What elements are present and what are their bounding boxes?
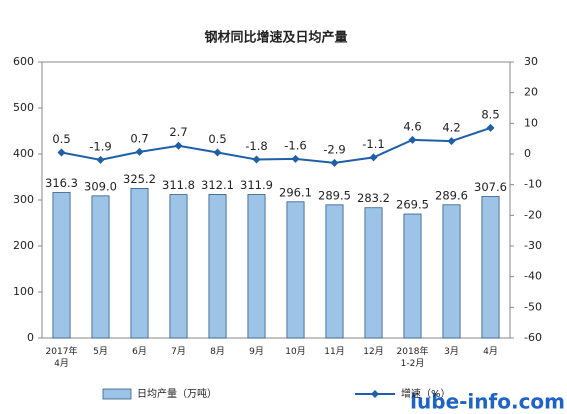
legend-marker <box>371 390 379 398</box>
line-marker <box>57 148 66 157</box>
y2-tick-label: -10 <box>524 178 542 191</box>
y2-tick-label: 20 <box>524 86 538 99</box>
bar <box>169 194 188 339</box>
bar <box>208 194 227 339</box>
y-tick-label: 200 <box>13 239 34 252</box>
line-value-label: 0.7 <box>130 131 148 145</box>
y-tick-label: 0 <box>27 331 34 344</box>
bar <box>286 201 305 339</box>
x-tick-label: 10月 <box>285 347 306 357</box>
line-value-label: 0.5 <box>208 132 226 146</box>
line-value-label: -1.6 <box>284 138 306 152</box>
x-tick-label: 3月 <box>444 347 459 357</box>
bar <box>247 194 266 339</box>
x-tick-label: 5月 <box>93 347 108 357</box>
y2-tick-label: 10 <box>524 116 538 129</box>
bar-value-label: 312.1 <box>201 178 234 192</box>
x-tick-label: 9月 <box>249 347 264 357</box>
line-marker <box>447 137 456 146</box>
y-tick-label: 400 <box>13 147 34 160</box>
y2-tick-label: -40 <box>524 270 542 283</box>
y2-tick-label: 0 <box>524 147 531 160</box>
bar-value-label: 325.2 <box>123 172 156 186</box>
line-value-label: -1.1 <box>362 137 384 151</box>
y-tick-label: 100 <box>13 285 34 298</box>
bar-value-label: 311.9 <box>240 178 273 192</box>
line-marker <box>174 141 183 150</box>
line-value-label: 4.6 <box>403 119 421 133</box>
bar <box>442 204 461 339</box>
legend-swatch <box>102 388 132 400</box>
bar <box>481 196 500 339</box>
y-tick-label: 500 <box>13 101 34 114</box>
bar-value-label: 316.3 <box>45 176 78 190</box>
line-value-label: 0.5 <box>52 132 70 146</box>
bar-value-label: 311.8 <box>162 178 195 192</box>
y2-tick-label: -30 <box>524 239 542 252</box>
x-tick-label: 6月 <box>132 347 147 357</box>
x-tick-label: 7月 <box>171 347 186 357</box>
y2-tick-label: 30 <box>524 55 538 68</box>
line-marker <box>252 155 261 164</box>
y2-tick-label: -60 <box>524 331 542 344</box>
y2-tick-label: -50 <box>524 300 542 313</box>
y-tick-label: 600 <box>13 55 34 68</box>
bar-value-label: 289.5 <box>318 188 351 202</box>
line-marker <box>486 123 495 132</box>
bar <box>325 204 344 339</box>
bar <box>91 195 110 339</box>
line-marker <box>213 148 222 157</box>
x-tick-label: 2017年 4月 <box>45 347 78 369</box>
chart-title: 钢材同比增速及日均产量 <box>204 30 347 46</box>
line <box>61 126 491 164</box>
bar <box>52 192 71 339</box>
x-tick-label: 2018年 1-2月 <box>396 347 429 369</box>
line-marker <box>291 154 300 163</box>
line-marker <box>369 153 378 162</box>
y-tick-label: 300 <box>13 193 34 206</box>
line-value-label: -1.8 <box>245 139 267 153</box>
line-value-label: -2.9 <box>323 142 345 156</box>
x-tick-label: 8月 <box>210 347 225 357</box>
legend-label: 日均产量（万吨） <box>137 387 217 400</box>
line-marker <box>408 135 417 144</box>
bar-value-label: 307.6 <box>474 180 507 194</box>
bar <box>364 207 383 339</box>
bar <box>403 213 422 339</box>
bar-value-label: 289.6 <box>435 188 468 202</box>
bar-value-label: 269.5 <box>396 198 429 212</box>
y2-tick-label: -20 <box>524 208 542 221</box>
line-value-label: 4.2 <box>442 121 460 135</box>
bar-value-label: 296.1 <box>279 185 312 199</box>
line-value-label: 2.7 <box>169 125 187 139</box>
line-value-label: 8.5 <box>481 107 499 121</box>
line-value-label: -1.9 <box>89 139 111 153</box>
bar-value-label: 309.0 <box>84 179 117 193</box>
bar-value-label: 283.2 <box>357 191 390 205</box>
line-marker <box>96 155 105 164</box>
x-tick-label: 4月 <box>483 347 498 357</box>
x-tick-label: 12月 <box>363 347 384 357</box>
legend-label: 增速（%） <box>401 387 451 400</box>
bar <box>130 188 149 339</box>
line-marker <box>135 147 144 156</box>
line-marker <box>330 158 339 167</box>
x-tick-label: 11月 <box>324 347 345 357</box>
watermark: lube-info.com <box>410 390 565 414</box>
